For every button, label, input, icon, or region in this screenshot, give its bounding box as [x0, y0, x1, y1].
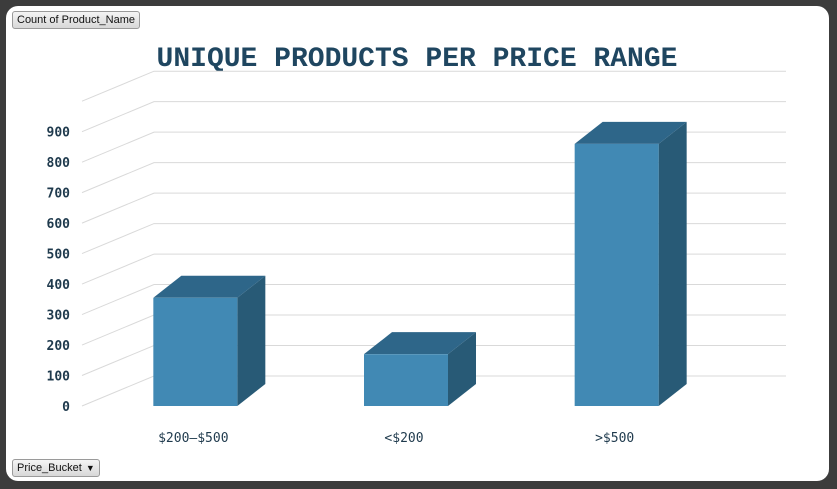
bar	[364, 332, 476, 406]
column-chart: UNIQUE PRODUCTS PER PRICE RANGE 0 100 200 3…	[47, 44, 786, 446]
y-tick-label: 600	[47, 217, 71, 232]
bar-top	[364, 332, 476, 355]
bar-front	[574, 143, 659, 406]
axis-field-label: Price_Bucket	[17, 462, 82, 474]
gridline	[81, 101, 786, 133]
y-tick-label: 400	[47, 278, 71, 293]
bar-side	[658, 121, 687, 406]
y-tick-label: 900	[47, 126, 71, 141]
y-tick-label: 500	[47, 248, 71, 263]
gridline	[81, 131, 786, 163]
y-axis: 0 100 200 300 400 500 600 700 800 900	[47, 126, 71, 415]
x-tick-label: $200–$500	[158, 431, 228, 446]
bar-front	[364, 354, 448, 406]
y-tick-label: 800	[47, 156, 71, 171]
bar-top	[574, 121, 687, 144]
bar-side	[448, 332, 476, 406]
bar	[574, 121, 687, 406]
bar-side	[237, 275, 266, 406]
y-tick-label: 0	[62, 400, 70, 415]
x-tick-label: <$200	[384, 431, 423, 446]
y-tick-label: 300	[47, 309, 71, 324]
y-tick-label: 700	[47, 187, 71, 202]
value-field-button[interactable]: Count of Product_Name	[12, 11, 141, 29]
gridline	[81, 70, 786, 102]
bar-top	[153, 275, 266, 298]
x-axis: $200–$500 <$200 >$500	[158, 431, 634, 446]
chart-title: UNIQUE PRODUCTS PER PRICE RANGE	[157, 44, 678, 75]
y-tick-label: 100	[47, 370, 71, 385]
axis-field-button[interactable]: Price_Bucket ▼	[12, 459, 100, 477]
x-tick-label: >$500	[595, 431, 634, 446]
y-tick-label: 200	[47, 339, 71, 354]
triangle-down-icon[interactable]: ▼	[85, 463, 95, 473]
bar-front	[153, 297, 238, 406]
bar	[153, 275, 266, 406]
value-field-label: Count of Product_Name	[17, 14, 136, 26]
bars	[153, 121, 687, 406]
chart-frame: Count of Product_Name UNIQUE PRODUCTS PE…	[6, 6, 829, 481]
